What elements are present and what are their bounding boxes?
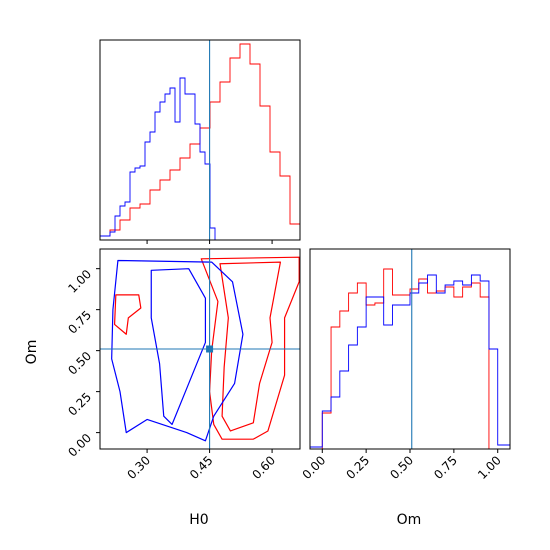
- om-histogram-series-0: [321, 268, 498, 450]
- y-axis-label-om: Om: [24, 340, 40, 365]
- contour-series-1-level-0: [111, 259, 244, 442]
- contour-ytick-label-2: 0.50: [65, 349, 94, 378]
- contour-series-1-level-1: [150, 268, 207, 426]
- h0-marginal-frame: [99, 39, 301, 241]
- h0-marginal-panel: [99, 39, 301, 244]
- h0-histogram-series-1: [99, 77, 220, 241]
- contour-series-0-level-2: [113, 294, 142, 335]
- contour-frame: [99, 248, 301, 450]
- om-xtick-label-0: 0.00: [300, 453, 329, 482]
- om-marginal-panel: 0.00 0.25 0.50 0.75 1.00: [300, 248, 511, 482]
- contour-ytick-label-3: 0.75: [65, 308, 94, 337]
- om-xtick-label-2: 0.50: [387, 453, 416, 482]
- h0-om-contour-panel: 0.30 0.45 0.60 0.00 0.25 0.50 0.75 1.00: [65, 248, 301, 482]
- contour-truth-marker: [206, 345, 214, 353]
- contour-xtick-label-0: 0.30: [124, 453, 153, 482]
- contour-ytick-label-1: 0.25: [65, 390, 94, 419]
- om-xtick-label-3: 0.75: [431, 453, 460, 482]
- x-axis-label-om: Om: [397, 512, 422, 528]
- om-xtick-label-1: 0.25: [343, 453, 372, 482]
- contour-ytick-label-0: 0.00: [65, 431, 94, 460]
- contour-ytick-label-4: 1.00: [65, 267, 94, 296]
- x-axis-label-h0: H0: [189, 512, 208, 528]
- contour-xtick-label-1: 0.45: [187, 453, 216, 482]
- contour-xtick-label-2: 0.60: [249, 453, 278, 482]
- om-histogram-series-1: [309, 274, 511, 449]
- contour-series-0-level-1: [219, 261, 282, 432]
- om-xtick-label-4: 1.00: [475, 453, 504, 482]
